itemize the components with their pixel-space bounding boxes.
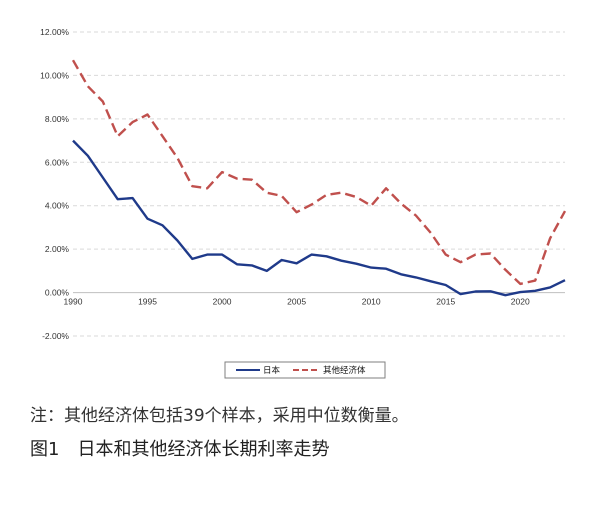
y-tick-label: -2.00% xyxy=(42,331,69,341)
y-tick-label: 10.00% xyxy=(40,70,69,80)
figure-caption: 图1 日本和其他经济体长期利率走势 xyxy=(30,439,330,460)
y-tick-label: 4.00% xyxy=(45,201,70,211)
chart-note: 注：其他经济体包括39个样本，采用中位数衡量。 xyxy=(30,406,409,426)
chart-legend: 日本 其他经济体 xyxy=(224,361,386,379)
x-tick-label: 2020 xyxy=(511,297,530,307)
chart-grid xyxy=(73,31,565,337)
chart-series xyxy=(71,59,567,297)
legend-label-other-economies: 其他经济体 xyxy=(323,365,366,376)
y-tick-label: 6.00% xyxy=(45,157,70,167)
legend-label-japan: 日本 xyxy=(263,365,281,376)
y-tick-label: 0.00% xyxy=(45,288,70,298)
x-axis-ticks: 1990 1995 2000 2005 2010 2015 2020 xyxy=(64,297,530,307)
y-tick-label: 8.00% xyxy=(45,114,70,124)
x-tick-label: 2015 xyxy=(436,297,455,307)
y-tick-label: 2.00% xyxy=(45,244,70,254)
x-tick-label: 2010 xyxy=(362,297,381,307)
y-axis-ticks: 12.00% 10.00% 8.00% 6.00% 4.00% 2.00% 0.00% -2.… xyxy=(40,27,69,341)
x-tick-label: 2005 xyxy=(287,297,306,307)
line-chart: 12.00% 10.00% 8.00% 6.00% 4.00% 2.00% 0.00% -2.… xyxy=(40,27,567,379)
x-tick-label: 1990 xyxy=(64,297,83,307)
x-tick-label: 1995 xyxy=(138,297,157,307)
series-line-japan xyxy=(72,139,566,297)
series-line-other-economies xyxy=(71,59,567,286)
x-tick-label: 2000 xyxy=(213,297,232,307)
y-tick-label: 12.00% xyxy=(40,27,69,37)
